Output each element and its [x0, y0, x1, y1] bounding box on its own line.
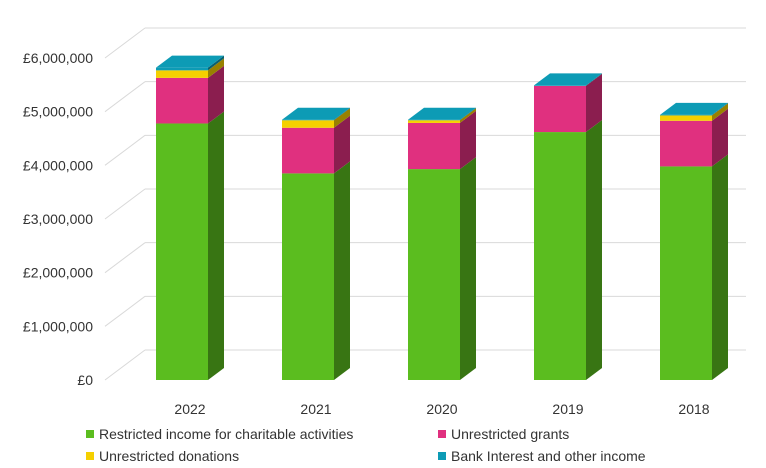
- bar-segment: [156, 123, 208, 381]
- bar-segment-side: [208, 58, 224, 78]
- gridline-stub: [104, 134, 146, 166]
- bar-segment: [282, 173, 334, 380]
- x-tick-label: 2022: [174, 401, 205, 417]
- legend-label: Unrestricted donations: [99, 448, 240, 464]
- bar-segment-side: [712, 108, 728, 167]
- chart-legend: Restricted income for charitable activit…: [86, 426, 726, 464]
- bar-segment-side: [460, 108, 476, 123]
- bar-top: [660, 102, 728, 115]
- bar-segment-side: [334, 161, 350, 380]
- bar-segment-side: [586, 73, 602, 133]
- bar-segment: [156, 67, 208, 71]
- gridline-stub: [104, 349, 146, 381]
- bar-segment: [534, 85, 586, 133]
- legend-label: Restricted income for charitable activit…: [99, 426, 354, 442]
- bar-segment-side: [460, 110, 476, 170]
- legend-swatch: [86, 430, 94, 438]
- bar-segment: [660, 115, 712, 121]
- y-tick-label: £0: [77, 372, 93, 388]
- bar-segment: [156, 77, 208, 124]
- x-tick-label: 2019: [552, 401, 583, 417]
- legend-swatch: [86, 452, 94, 460]
- x-tick-label: 2020: [426, 401, 457, 417]
- bar-top: [534, 73, 602, 86]
- bar-segment-side: [712, 102, 728, 116]
- bar-segment-side: [460, 157, 476, 380]
- bar-top: [156, 55, 224, 68]
- bar-segment: [534, 85, 586, 86]
- legend-item-unrestricted-grants: Unrestricted grants: [438, 426, 718, 442]
- y-tick-label: £4,000,000: [23, 157, 93, 173]
- bar-segment: [282, 119, 334, 121]
- legend-item-restricted-income: Restricted income for charitable activit…: [86, 426, 438, 442]
- y-tick-label: £6,000,000: [23, 50, 93, 66]
- bar-segment-side: [712, 154, 728, 380]
- x-tick-label: 2018: [678, 401, 709, 417]
- bar-segment: [534, 132, 586, 380]
- gridline-stub: [104, 188, 146, 220]
- bar-segment-side: [334, 115, 350, 174]
- bar-segment-side: [208, 65, 224, 124]
- bar-segment: [408, 169, 460, 380]
- legend-label: Unrestricted grants: [451, 426, 570, 442]
- bar-segment-side: [586, 73, 602, 86]
- legend-item-bank-interest: Bank Interest and other income: [438, 448, 718, 464]
- bar-top: [282, 107, 350, 120]
- bar-segment: [282, 120, 334, 128]
- bar-segment-side: [334, 108, 350, 128]
- bar-segment: [660, 166, 712, 380]
- bar-segment: [660, 114, 712, 116]
- y-tick-label: £5,000,000: [23, 104, 93, 120]
- bar-segment-side: [208, 111, 224, 381]
- bar-segment: [156, 70, 208, 78]
- y-tick-label: £3,000,000: [23, 211, 93, 227]
- bar-segment-side: [712, 103, 728, 121]
- bar-segment-side: [460, 107, 476, 121]
- y-tick-label: £2,000,000: [23, 265, 93, 281]
- legend-swatch: [438, 430, 446, 438]
- bar-top: [408, 107, 476, 120]
- bar-segment: [408, 122, 460, 170]
- gridline-stub: [104, 242, 146, 274]
- bar-segment: [408, 120, 460, 123]
- gridline-stub: [104, 27, 146, 59]
- bar-segment: [660, 120, 712, 167]
- bar-segment-side: [208, 55, 224, 71]
- y-tick-label: £1,000,000: [23, 318, 93, 334]
- gridline-stub: [104, 295, 146, 327]
- bar-segment: [282, 127, 334, 174]
- gridline-stub: [104, 81, 146, 113]
- legend-label: Bank Interest and other income: [451, 448, 646, 464]
- bar-segment: [408, 119, 460, 121]
- legend-item-unrestricted-donations: Unrestricted donations: [86, 448, 438, 464]
- bar-segment-side: [586, 120, 602, 380]
- stacked-bar-chart: £0 £1,000,000 £2,000,000 £3,000,000 £4,000,0…: [23, 27, 746, 417]
- legend-swatch: [438, 452, 446, 460]
- x-tick-label: 2021: [300, 401, 331, 417]
- bar-segment-side: [334, 107, 350, 121]
